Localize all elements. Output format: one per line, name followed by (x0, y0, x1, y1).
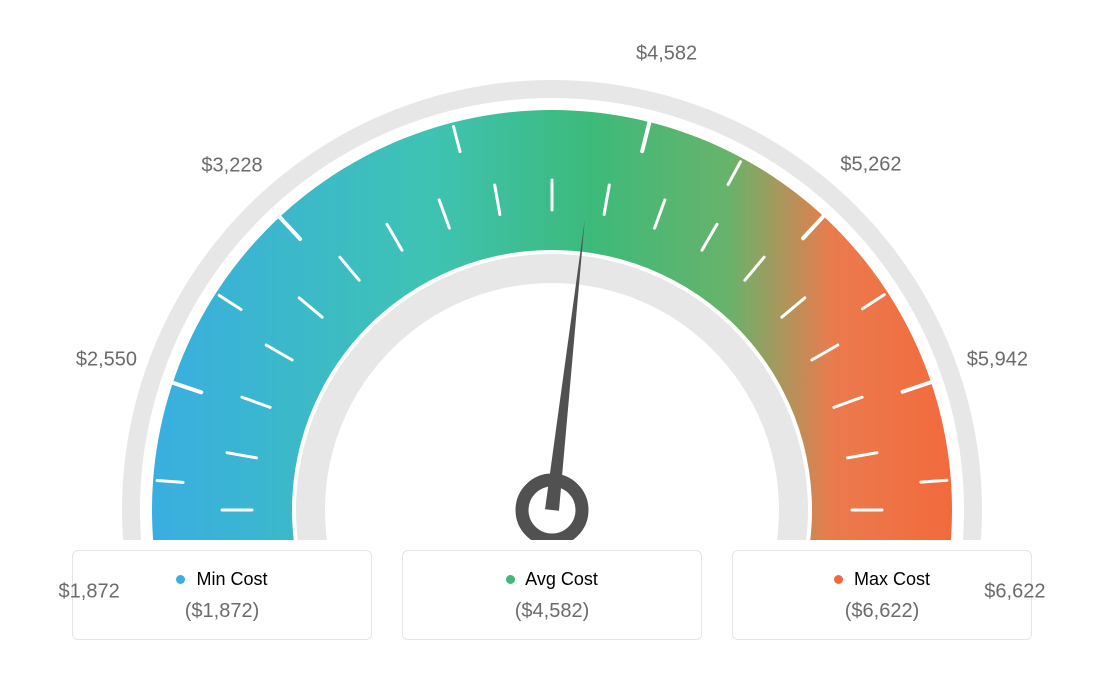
avg-cost-card: Avg Cost ($4,582) (402, 550, 702, 640)
gauge-tick-label: $5,262 (840, 153, 901, 176)
dot-icon (506, 575, 515, 584)
gauge-tick-label: $1,872 (59, 580, 120, 603)
gauge-svg (52, 20, 1052, 540)
gauge-chart: $1,872$2,550$3,228$4,582$5,262$5,942$6,6… (52, 20, 1052, 540)
min-cost-title-text: Min Cost (197, 569, 268, 589)
max-cost-value: ($6,622) (733, 600, 1031, 623)
avg-cost-title-text: Avg Cost (525, 569, 598, 589)
avg-cost-title: Avg Cost (403, 569, 701, 590)
dot-icon (834, 575, 843, 584)
avg-cost-value: ($4,582) (403, 600, 701, 623)
gauge-tick-label: $2,550 (76, 349, 137, 372)
min-cost-value: ($1,872) (73, 600, 371, 623)
gauge-tick-label: $4,582 (636, 43, 697, 66)
dot-icon (176, 575, 185, 584)
gauge-tick-label: $6,622 (984, 580, 1045, 603)
gauge-tick-label: $3,228 (201, 154, 262, 177)
summary-cards: Min Cost ($1,872) Avg Cost ($4,582) Max … (72, 550, 1032, 640)
gauge-tick-label: $5,942 (967, 348, 1028, 371)
max-cost-title-text: Max Cost (854, 569, 930, 589)
